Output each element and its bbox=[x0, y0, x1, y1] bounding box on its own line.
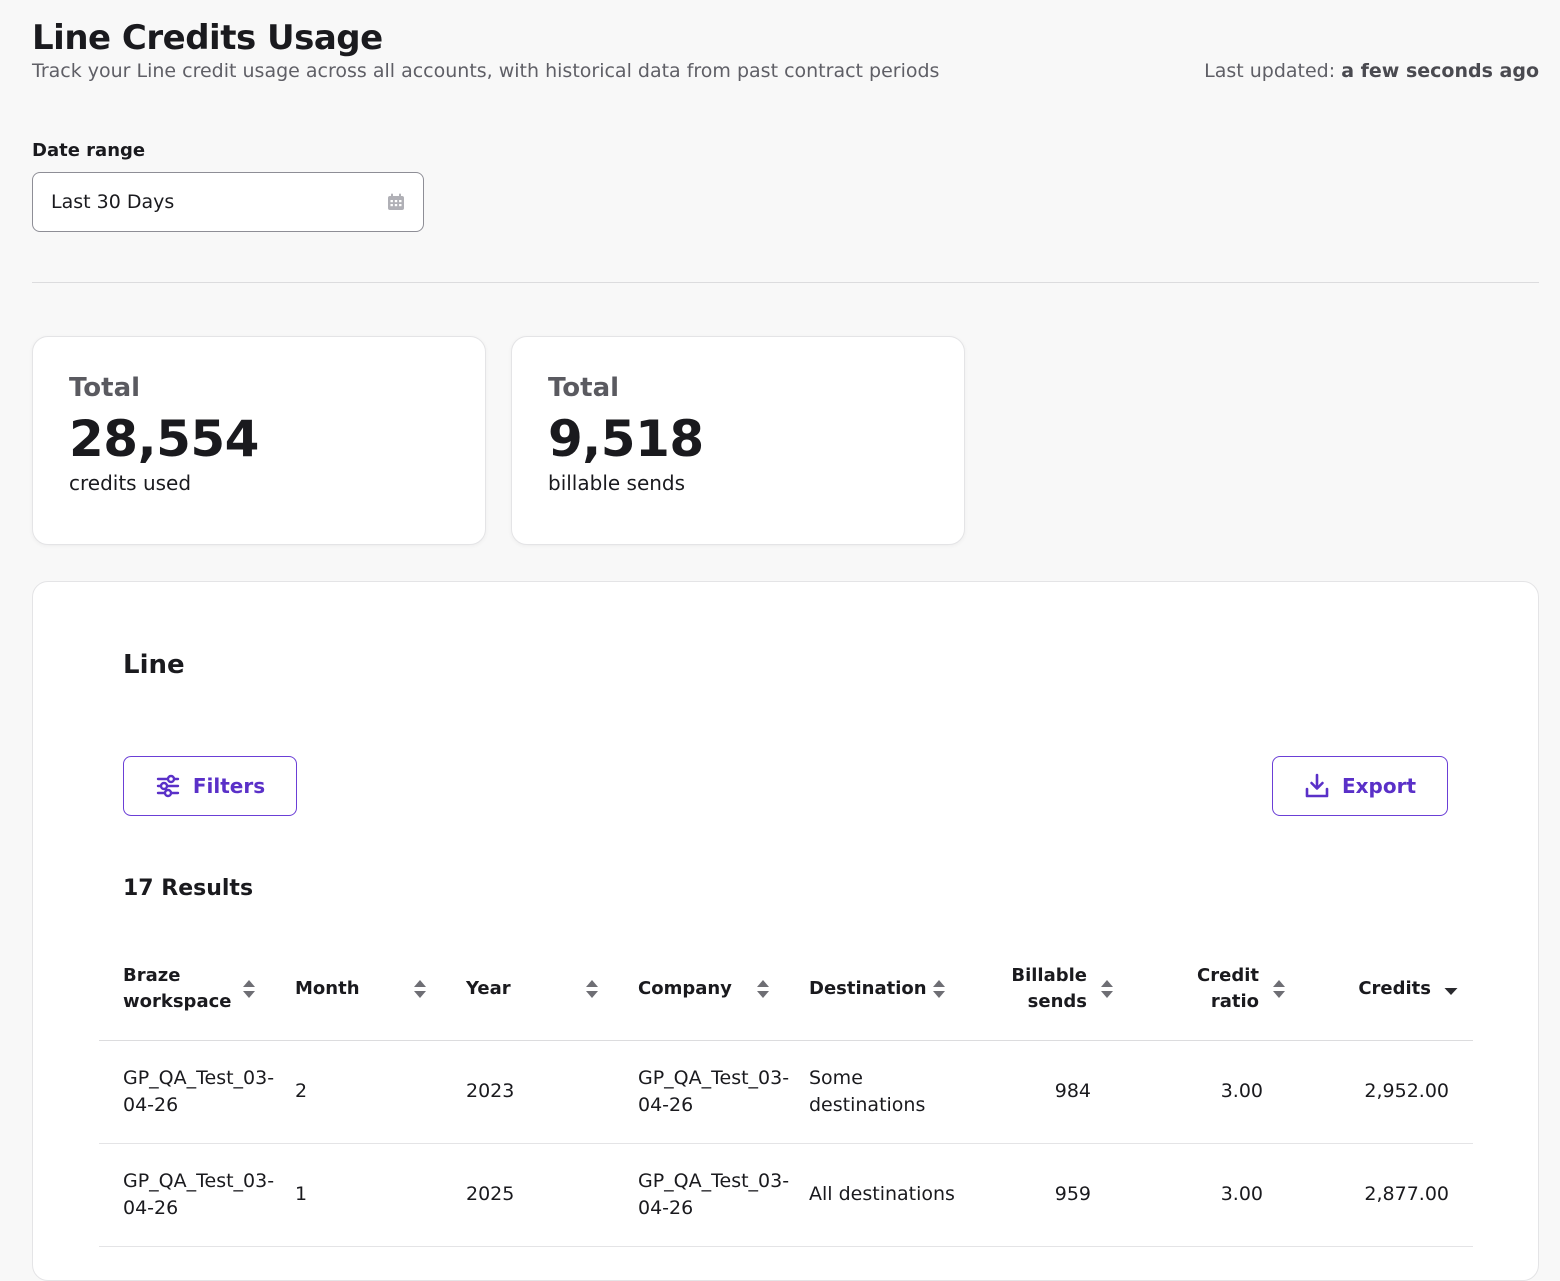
cell-credits: 2,877.00 bbox=[1301, 1143, 1473, 1247]
sort-icon[interactable] bbox=[1271, 978, 1287, 1000]
panel-title: Line bbox=[123, 650, 185, 680]
calendar-icon bbox=[388, 193, 404, 210]
cell-month: 1 bbox=[271, 1143, 442, 1247]
filters-button[interactable]: Filters bbox=[123, 756, 297, 816]
cell-credit-ratio: 3.00 bbox=[1129, 1143, 1301, 1247]
sort-icon[interactable] bbox=[584, 978, 600, 1000]
column-header-destination[interactable]: Destination bbox=[785, 938, 957, 1041]
cell-month: 2 bbox=[271, 1040, 442, 1144]
stat-unit: billable sends bbox=[548, 471, 686, 495]
results-count: 17 Results bbox=[123, 876, 254, 901]
table-row: GP_QA_Test_03-04-26 1 2025 GP_QA_Test_03… bbox=[99, 1143, 1473, 1247]
column-header-braze-workspace[interactable]: Braze workspace bbox=[99, 938, 271, 1041]
stat-card-credits-used: Total 28,554 credits used bbox=[32, 336, 486, 545]
sort-icon[interactable] bbox=[931, 978, 947, 1000]
cell-destination: All destinations bbox=[785, 1143, 957, 1247]
cell-year: 2023 bbox=[442, 1040, 614, 1144]
date-range-value: Last 30 Days bbox=[51, 191, 175, 213]
export-button[interactable]: Export bbox=[1272, 756, 1448, 816]
sort-icon[interactable] bbox=[412, 978, 428, 1000]
last-updated-label: Last updated: bbox=[1204, 60, 1336, 82]
page-subtitle: Track your Line credit usage across all … bbox=[32, 60, 940, 82]
column-header-month[interactable]: Month bbox=[271, 938, 442, 1041]
sliders-icon bbox=[156, 774, 180, 798]
sort-icon[interactable] bbox=[755, 978, 771, 1000]
sort-desc-icon[interactable] bbox=[1443, 978, 1459, 1000]
stat-value: 28,554 bbox=[69, 410, 259, 468]
stat-label: Total bbox=[548, 373, 620, 403]
cell-braze-workspace: GP_QA_Test_03-04-26 bbox=[99, 1040, 274, 1144]
filters-button-label: Filters bbox=[192, 774, 266, 798]
date-range-picker[interactable]: Last 30 Days bbox=[32, 172, 424, 232]
table-row: GP_QA_Test_03-04-26 2 2023 GP_QA_Test_03… bbox=[99, 1040, 1473, 1144]
section-divider bbox=[32, 282, 1539, 283]
page-title: Line Credits Usage bbox=[32, 18, 383, 58]
cell-year: 2025 bbox=[442, 1143, 614, 1247]
cell-credit-ratio: 3.00 bbox=[1129, 1040, 1301, 1144]
column-header-year[interactable]: Year bbox=[442, 938, 614, 1041]
column-header-billable-sends[interactable]: Billable sends bbox=[957, 938, 1129, 1041]
last-updated-value: a few seconds ago bbox=[1341, 60, 1539, 82]
stat-value: 9,518 bbox=[548, 410, 704, 468]
column-header-credits[interactable]: Credits bbox=[1301, 938, 1473, 1041]
download-icon bbox=[1305, 773, 1329, 798]
line-usage-panel: Line Filters Export 17 Results bbox=[32, 581, 1539, 1281]
cell-billable-sends: 984 bbox=[957, 1040, 1129, 1144]
cell-credits: 2,952.00 bbox=[1301, 1040, 1473, 1144]
page-header: Line Credits Usage Track your Line credi… bbox=[32, 16, 1539, 82]
stat-label: Total bbox=[69, 373, 141, 403]
cell-billable-sends: 959 bbox=[957, 1143, 1129, 1247]
column-header-credit-ratio[interactable]: Credit ratio bbox=[1129, 938, 1301, 1041]
stat-unit: credits used bbox=[69, 471, 192, 495]
column-header-company[interactable]: Company bbox=[614, 938, 785, 1041]
line-usage-table: Braze workspace Month Year Company Desti… bbox=[99, 938, 1473, 1247]
last-updated: Last updated: a few seconds ago bbox=[1204, 60, 1539, 82]
date-range-label: Date range bbox=[32, 140, 146, 161]
table-header-row: Braze workspace Month Year Company Desti… bbox=[99, 938, 1473, 1041]
cell-company: GP_QA_Test_03-04-26 bbox=[614, 1143, 789, 1247]
cell-braze-workspace: GP_QA_Test_03-04-26 bbox=[99, 1143, 274, 1247]
sort-icon[interactable] bbox=[1099, 978, 1115, 1000]
sort-icon[interactable] bbox=[241, 978, 257, 1000]
cell-company: GP_QA_Test_03-04-26 bbox=[614, 1040, 789, 1144]
stat-card-billable-sends: Total 9,518 billable sends bbox=[511, 336, 965, 545]
cell-destination: Some destinations bbox=[785, 1040, 957, 1144]
export-button-label: Export bbox=[1341, 774, 1417, 798]
